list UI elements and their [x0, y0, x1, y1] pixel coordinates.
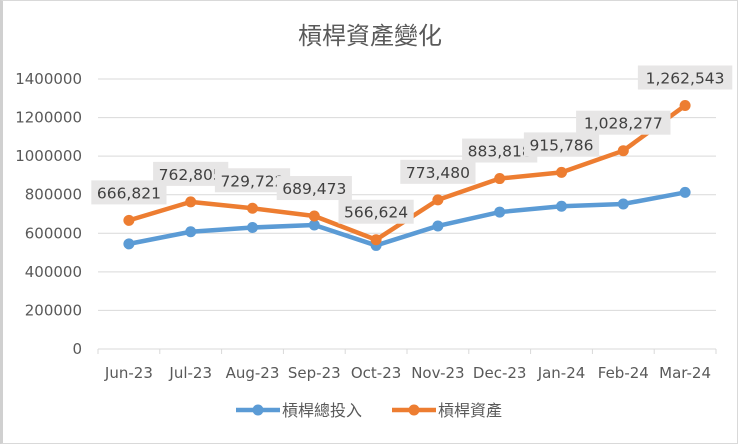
series-lines	[123, 100, 691, 251]
data-label: 762,805	[159, 166, 223, 184]
x-tick-label: Oct-23	[351, 364, 401, 382]
data-label: 689,473	[282, 180, 346, 198]
data-label: 666,821	[97, 184, 161, 202]
data-point	[247, 202, 258, 214]
data-label: 1,028,277	[584, 115, 663, 133]
data-point	[123, 214, 135, 226]
x-tick-label: Nov-23	[411, 364, 464, 382]
series-line	[126, 190, 688, 248]
data-label: 883,818	[468, 143, 532, 161]
x-tick-label: Jan-24	[537, 364, 586, 382]
y-tick-label: 1400000	[15, 70, 82, 88]
data-point	[494, 173, 506, 185]
y-tick-label: 600000	[25, 224, 82, 242]
data-point	[617, 145, 629, 157]
data-point	[556, 166, 567, 178]
y-tick-label: 400000	[25, 263, 82, 281]
data-label: 773,480	[406, 164, 470, 182]
x-axis: Jun-23 Jul-23 Aug-23 Sep-23 Oct-23 Nov-23 Dec-…	[97, 348, 717, 382]
data-label-box	[338, 199, 414, 224]
x-tick-label: Feb-24	[598, 364, 649, 382]
data-label: 915,786	[529, 136, 593, 154]
x-tick-label: Mar-24	[659, 364, 711, 382]
data-label: 729,722	[220, 172, 284, 190]
x-tick-label: Jun-23	[104, 364, 153, 382]
data-label-box	[400, 159, 476, 184]
x-tick-label: Dec-23	[473, 364, 527, 382]
data-label: 1,262,543	[646, 70, 725, 88]
data-point	[308, 219, 320, 231]
data-label-box	[637, 65, 733, 90]
data-point	[308, 210, 320, 222]
data-label-box	[576, 110, 671, 135]
data-point	[617, 198, 629, 210]
data-point	[432, 220, 444, 232]
legend-label: 槓桿資產	[438, 401, 502, 420]
data-label-box	[276, 176, 352, 201]
y-tick-label: 1200000	[15, 109, 82, 127]
data-point	[185, 226, 197, 238]
data-point	[432, 194, 444, 206]
data-label: 566,624	[344, 204, 408, 222]
legend-label: 槓桿總投入	[282, 401, 362, 420]
data-point	[123, 238, 135, 250]
data-point	[370, 234, 382, 246]
data-point	[247, 222, 258, 233]
data-point	[556, 200, 567, 212]
legend-marker-icon	[252, 404, 264, 416]
chart-title: 槓桿資產變化	[298, 22, 442, 50]
data-label-box	[523, 132, 600, 157]
y-tick-label: 1000000	[15, 147, 82, 165]
data-point	[494, 206, 506, 218]
data-point	[679, 186, 691, 198]
data-point	[185, 196, 197, 208]
data-point	[679, 100, 691, 112]
x-tick-label: Jul-23	[168, 364, 212, 382]
y-axis: 0 200000 400000 600000 800000 1000000 1200000 1…	[15, 70, 82, 358]
x-tick-label: Sep-23	[288, 364, 341, 382]
legend: 槓桿總投入 槓桿資產	[236, 401, 502, 420]
y-tick-label: 200000	[25, 301, 82, 319]
y-tick-label: 0	[72, 340, 82, 358]
y-tick-label: 800000	[25, 186, 82, 204]
x-tick-label: Aug-23	[226, 364, 280, 382]
legend-marker-icon	[408, 404, 420, 416]
